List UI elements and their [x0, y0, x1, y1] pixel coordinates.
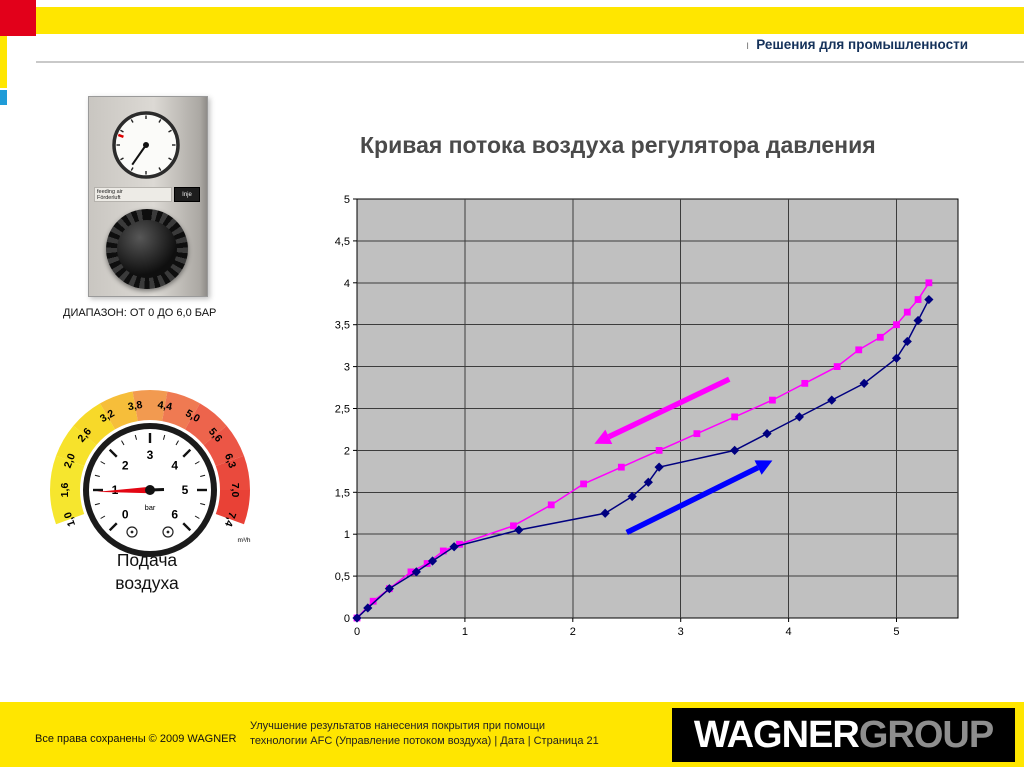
- svg-text:2,0: 2,0: [62, 452, 78, 470]
- svg-text:1: 1: [344, 529, 350, 541]
- svg-text:4: 4: [344, 278, 350, 290]
- svg-text:3: 3: [344, 362, 350, 374]
- svg-text:1,6: 1,6: [59, 483, 71, 498]
- svg-text:5: 5: [893, 626, 899, 638]
- regulator-gauge-dial: [112, 111, 180, 179]
- svg-text:0: 0: [122, 508, 129, 522]
- regulator-knob: [106, 209, 188, 289]
- svg-text:2: 2: [570, 626, 576, 638]
- flow-gauge-caption: Подача воздуха: [82, 549, 212, 595]
- header-title-text: Решения для промышленности: [756, 37, 968, 52]
- svg-text:3,8: 3,8: [127, 399, 144, 413]
- logo-group: GROUP: [858, 713, 994, 756]
- regulator-label: feeding air Förderluft: [94, 187, 172, 202]
- svg-text:2: 2: [122, 458, 129, 472]
- flow-gauge: 1,0 1,6 2,0 2,6 3,2 3,8 4,4 5,0 5,6 6,3 7,0 7,4 m³/h…: [32, 370, 272, 582]
- svg-text:7,4: 7,4: [222, 510, 238, 528]
- regulator-side-label: Inje: [174, 187, 200, 202]
- svg-text:0,5: 0,5: [335, 571, 350, 583]
- svg-text:6,3: 6,3: [222, 452, 238, 470]
- flow-gauge-caption-line1: Подача: [116, 550, 178, 570]
- footer-description: Улучшение результатов нанесения покрытия…: [250, 719, 660, 749]
- svg-text:6: 6: [171, 508, 178, 522]
- left-accent-blue: [0, 90, 7, 105]
- svg-text:4: 4: [171, 458, 178, 472]
- flow-gauge-caption-line2: воздуха: [115, 572, 179, 593]
- regulator-label-line1: feeding air: [97, 189, 123, 195]
- header-title: ı Решения для промышленности: [746, 37, 968, 52]
- svg-text:1: 1: [112, 483, 119, 497]
- footer-description-line2: технологии AFC (Управление потоком возду…: [250, 734, 599, 747]
- footer-description-line1: Улучшение результатов нанесения покрытия…: [250, 720, 545, 732]
- regulator-label-strip: feeding air Förderluft Inje: [94, 187, 200, 202]
- chart-title: Кривая потока воздуха регулятора давлени…: [360, 132, 876, 158]
- svg-text:3: 3: [678, 626, 684, 638]
- svg-text:4: 4: [786, 626, 792, 638]
- svg-text:7,0: 7,0: [229, 483, 241, 498]
- header-divider: ı: [745, 38, 750, 52]
- svg-text:1,5: 1,5: [335, 487, 350, 499]
- left-accent-yellow: [0, 36, 7, 88]
- svg-text:0: 0: [354, 626, 360, 638]
- svg-text:3,5: 3,5: [335, 320, 350, 332]
- flow-chart: 0 0,5 1 1,5 2 2,5 3 3,5 4 4,5 5 0 1 2 3 4 5: [335, 194, 959, 638]
- footer-copyright: Все права сохранены © 2009 WAGNER: [35, 733, 237, 745]
- svg-text:4,5: 4,5: [335, 236, 350, 248]
- regulator-gauge: [109, 108, 183, 182]
- svg-text:2: 2: [344, 445, 350, 457]
- regulator-label-line2: Förderluft: [97, 195, 121, 202]
- svg-text:bar: bar: [145, 503, 156, 512]
- svg-text:0: 0: [344, 613, 350, 625]
- svg-text:4,4: 4,4: [157, 399, 174, 413]
- header-rule: [36, 61, 1024, 63]
- logo-wagner: WAGNER: [693, 713, 860, 756]
- footer-logo: WAGNER GROUP: [672, 708, 1015, 762]
- svg-text:3: 3: [147, 448, 154, 462]
- svg-text:5: 5: [344, 194, 350, 206]
- svg-text:2,5: 2,5: [335, 404, 350, 416]
- top-yellow-band: [36, 7, 1024, 34]
- regulator-photo: feeding air Förderluft Inje: [88, 96, 208, 297]
- top-left-red-square: [0, 0, 36, 36]
- range-caption: ДИАПАЗОН: ОТ 0 ДО 6,0 БАР: [63, 307, 217, 319]
- svg-text:m³/h: m³/h: [238, 537, 251, 544]
- svg-text:1,0: 1,0: [62, 510, 78, 528]
- svg-text:1: 1: [462, 626, 468, 638]
- svg-text:5: 5: [182, 483, 189, 497]
- flow-gauge-dial: 1,01,62,02,63,23,8 4,45,05,66,37,07,4m³/h…: [50, 390, 251, 557]
